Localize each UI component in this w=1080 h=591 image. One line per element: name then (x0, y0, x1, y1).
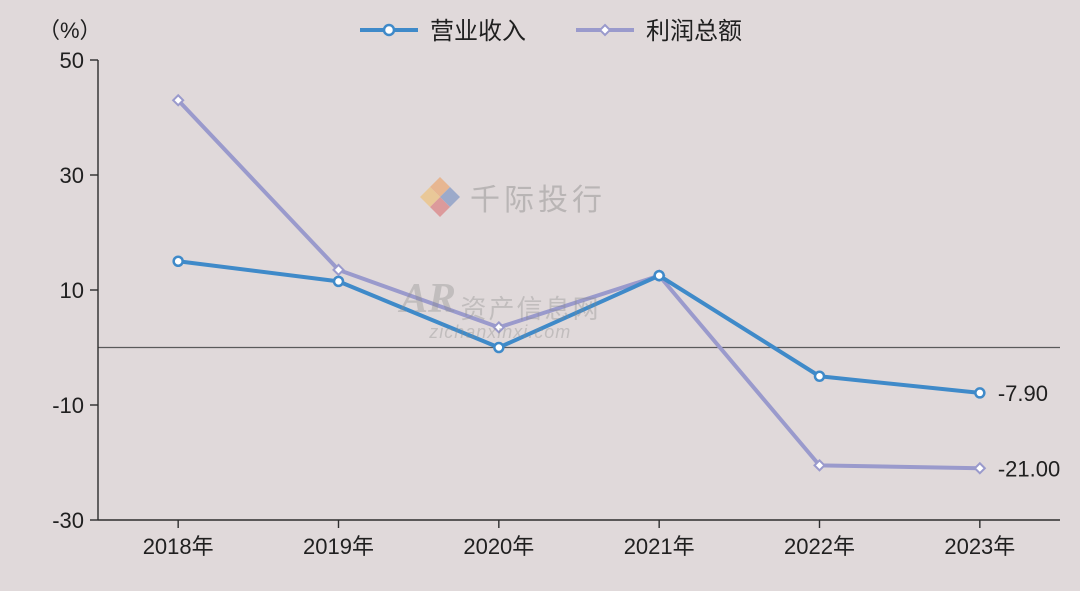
svg-text:营业收入: 营业收入 (430, 18, 526, 45)
svg-text:-10: -10 (52, 393, 84, 418)
line-chart: -30 -10 10 30 50 （%） 2018年 2019年 2020年 2021年 2022年… (0, 0, 1080, 591)
svg-text:利润总额: 利润总额 (646, 18, 742, 45)
svg-text:2020年: 2020年 (463, 534, 534, 559)
svg-text:30: 30 (60, 163, 84, 188)
svg-text:2019年: 2019年 (303, 534, 374, 559)
svg-text:2023年: 2023年 (944, 534, 1015, 559)
svg-text:50: 50 (60, 48, 84, 73)
svg-text:-30: -30 (52, 508, 84, 533)
svg-text:-7.90: -7.90 (998, 381, 1048, 406)
svg-text:2022年: 2022年 (784, 534, 855, 559)
svg-text:2018年: 2018年 (143, 534, 214, 559)
svg-text:-21.00: -21.00 (998, 456, 1060, 481)
svg-text:10: 10 (60, 278, 84, 303)
svg-text:（%）: （%） (38, 18, 102, 43)
svg-text:2021年: 2021年 (624, 534, 695, 559)
